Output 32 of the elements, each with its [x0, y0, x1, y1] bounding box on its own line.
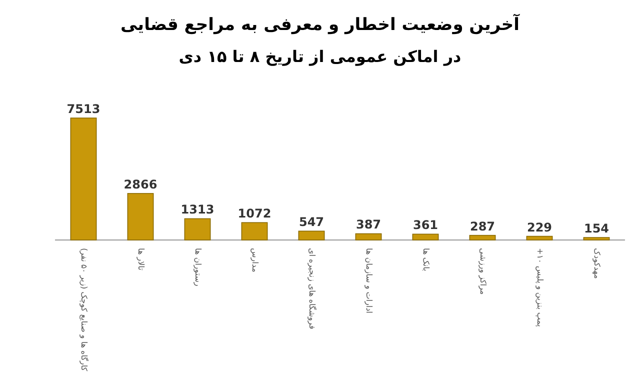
- x-tick-label: مهدکودک: [592, 248, 602, 279]
- x-tick-label: مراکز ورزشی: [478, 248, 488, 295]
- bar: [241, 222, 268, 240]
- data-label: 229: [526, 220, 552, 234]
- x-tick-label: فروشگاه های زنجیره ای: [307, 248, 318, 330]
- x-tick-label: تالار ها: [136, 248, 146, 270]
- x-tick-label: کارگاه ها و صنایع کوچک (زیر ۵۰ نفر): [79, 248, 90, 372]
- chart-title: آخرین وضعیت اخطار و معرفی به مراجع قضایی: [120, 13, 521, 35]
- bar: [184, 218, 211, 240]
- data-label: 1313: [180, 202, 214, 217]
- bar: [583, 237, 610, 240]
- x-tick-label: بانک ها: [421, 248, 430, 272]
- bar: [70, 118, 97, 240]
- data-label: 287: [470, 219, 496, 234]
- data-label: 361: [412, 218, 438, 232]
- data-label: 387: [356, 218, 382, 232]
- bar: [127, 193, 154, 240]
- x-tick-label: مدارس: [250, 248, 260, 272]
- data-label: 547: [298, 215, 324, 230]
- bar: [469, 234, 496, 240]
- data-label: 7513: [66, 102, 100, 116]
- chart-subtitle: در اماکن عمومی از تاریخ ۸ تا ۱۵ دی: [178, 47, 462, 66]
- bar: [526, 236, 553, 240]
- data-label: 2866: [124, 177, 158, 192]
- data-label: 1072: [238, 206, 272, 221]
- bar: [412, 234, 439, 240]
- x-tick-label: ادارات و سازمان ها: [364, 248, 374, 314]
- x-tick-label: پمپ بنزین و پلیس ۱۰+: [535, 248, 544, 327]
- x-tick-label: رستوران ها: [193, 248, 202, 286]
- bar: [298, 230, 325, 240]
- bar: [355, 233, 382, 240]
- data-label: 154: [584, 222, 610, 236]
